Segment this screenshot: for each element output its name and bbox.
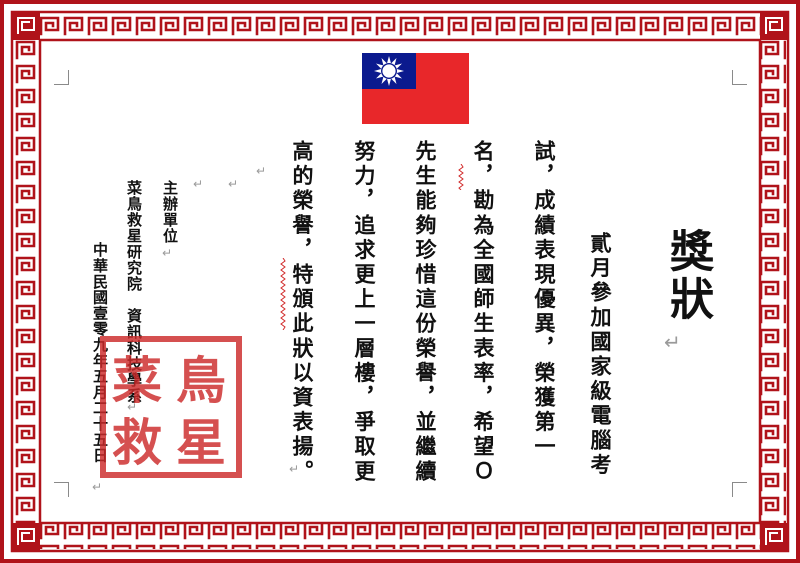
crop-mark-top-left [54, 70, 69, 85]
paragraph-mark: ↵ [92, 480, 103, 494]
paragraph-mark: ↵ [127, 400, 138, 414]
body-line-2: 試，成績表現優異，榮獲第一 [532, 140, 557, 460]
body-line-4: 先生能夠珍惜這份榮譽，並繼續 [413, 140, 438, 485]
certificate-title: 獎狀 [662, 228, 713, 324]
body-line-1: 貳月參加國家級電腦考 [588, 232, 613, 478]
crop-mark-bottom-right [732, 482, 747, 497]
organizer-label: 主辦單位 [161, 180, 179, 244]
spellcheck-underline [280, 258, 286, 330]
paragraph-mark: ↵ [162, 246, 173, 260]
paragraph-mark: ↵ [664, 330, 681, 354]
spellcheck-underline [458, 164, 464, 190]
paragraph-mark: ↵ [256, 164, 267, 178]
official-seal-stamp: 菜 鳥 救 星 [100, 336, 242, 478]
paragraph-mark: ↵ [228, 177, 239, 191]
svg-text:救: 救 [112, 415, 162, 471]
body-line-3: 名，勘為全國師生表率，希望Ｏ [471, 140, 496, 485]
body-line-5: 努力，追求更上一層樓，爭取更 [352, 140, 377, 485]
flag-icon [362, 53, 469, 124]
organization-name: 菜鳥救星研究院 資訊科技學系 [125, 180, 143, 404]
paragraph-mark: ↵ [289, 462, 300, 476]
svg-text:鳥: 鳥 [176, 353, 226, 409]
svg-text:菜: 菜 [112, 353, 162, 409]
paragraph-mark: ↵ [193, 177, 204, 191]
svg-text:星: 星 [176, 415, 226, 471]
body-line-6: 高的榮譽，特頒此狀以資表揚。 [290, 140, 315, 485]
crop-mark-bottom-left [54, 482, 69, 497]
crop-mark-top-right [732, 70, 747, 85]
